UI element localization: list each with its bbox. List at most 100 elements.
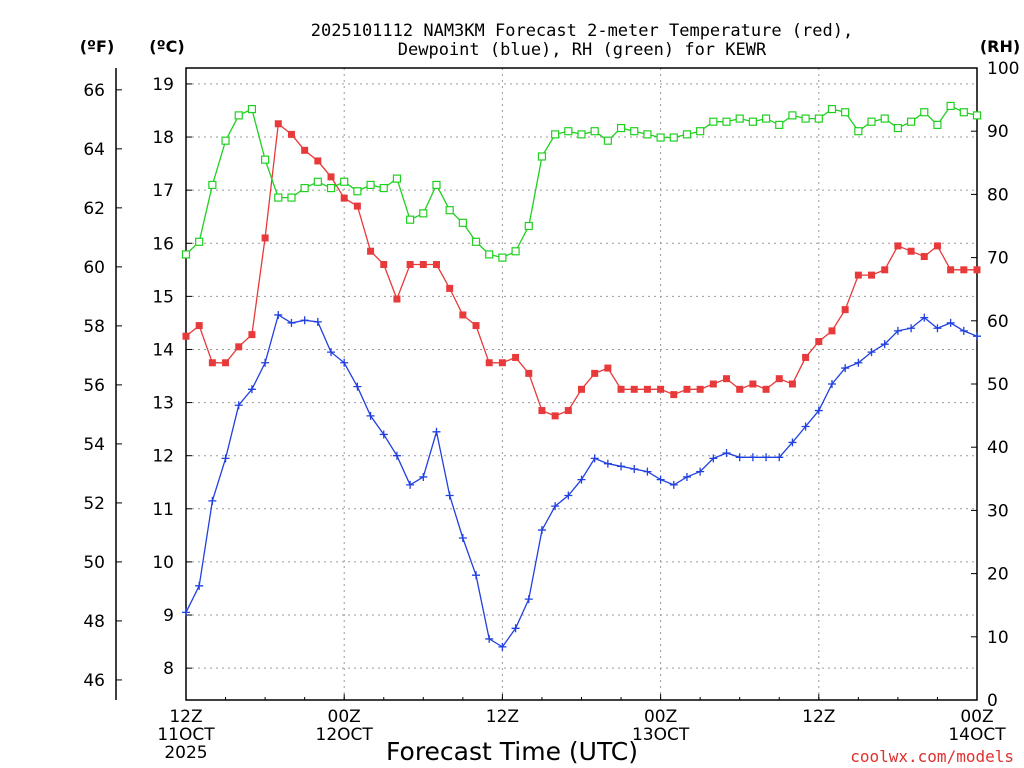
temperature-point: [235, 343, 243, 351]
rh-point: [353, 187, 362, 196]
temperature-point: [643, 385, 651, 393]
dewpoint-point: [300, 316, 309, 325]
rh-tick-label: 0: [987, 691, 998, 711]
temperature-point: [261, 234, 269, 242]
rh-point: [247, 104, 257, 114]
rh-point: [564, 127, 573, 136]
rh-point: [867, 117, 876, 126]
dewpoint-point: [709, 454, 718, 463]
dewpoint-point: [221, 454, 230, 463]
temperature-point: [195, 322, 203, 330]
fahrenheit-tick-label: 62: [83, 199, 105, 219]
rh-point: [458, 218, 467, 227]
rh-point: [933, 120, 942, 129]
celsius-tick-label: 19: [152, 75, 174, 95]
rh-tick-label: 20: [987, 565, 1009, 585]
dewpoint-point: [920, 313, 929, 322]
rh-point: [221, 136, 230, 145]
rh-point: [946, 101, 955, 111]
fahrenheit-unit-label: (ºF): [80, 37, 115, 56]
rh-point: [419, 209, 428, 218]
rh-point: [577, 130, 586, 139]
temperature-point: [512, 353, 520, 361]
temperature-point: [709, 380, 717, 388]
dewpoint-point: [696, 467, 705, 476]
x-axis-label: Forecast Time (UTC): [386, 737, 638, 766]
rh-point: [326, 183, 336, 193]
rh-point: [709, 117, 718, 126]
temperature-point: [327, 173, 335, 181]
x-tick-label: 12Z: [169, 707, 202, 727]
temperature-point: [723, 375, 731, 383]
temperature-point: [788, 380, 796, 388]
rh-point: [511, 247, 520, 256]
temperature-point: [578, 385, 585, 393]
temperature-point: [630, 385, 638, 393]
dewpoint-point: [735, 453, 744, 462]
dewpoint-point: [195, 581, 204, 590]
rh-point: [827, 104, 837, 114]
dewpoint-point: [814, 406, 823, 415]
x-tick-label: 11OCT: [157, 725, 215, 745]
rh-tick-label: 80: [987, 185, 1009, 205]
dewpoint-point: [208, 496, 217, 505]
temperature-point: [907, 247, 915, 255]
dewpoint-point: [485, 634, 494, 643]
temperature-point: [696, 385, 704, 393]
rh-point: [880, 114, 889, 123]
rh-point: [630, 127, 639, 136]
temperature-point: [854, 271, 862, 279]
rh-point: [313, 177, 322, 186]
temperature-point: [920, 253, 928, 261]
temperature-point: [591, 369, 599, 377]
x-tick-label: 2025: [164, 743, 207, 763]
rh-point: [801, 114, 810, 123]
temperature-point: [472, 322, 480, 330]
temperature-point: [393, 295, 401, 303]
temperature-point: [670, 391, 678, 399]
temperature-point: [432, 261, 440, 269]
rh-point: [972, 111, 982, 120]
rh-tick-label: 100: [987, 59, 1019, 79]
dewpoint-point: [762, 453, 771, 462]
dewpoint-point: [379, 430, 388, 439]
celsius-tick-label: 11: [152, 500, 174, 520]
rh-point: [524, 221, 533, 231]
rh-point: [406, 215, 415, 224]
rh-point: [300, 183, 309, 193]
temperature-point: [868, 271, 876, 279]
temperature-point: [828, 327, 836, 335]
credit-label: coolwx.com/models: [850, 747, 1014, 766]
temperature-point: [841, 306, 849, 314]
temperature-point: [657, 385, 665, 393]
dewpoint-point: [353, 382, 362, 391]
rh-point: [445, 206, 454, 215]
temperature-point: [419, 261, 427, 269]
dewpoint-point: [392, 451, 401, 460]
celsius-tick-label: 17: [152, 181, 174, 201]
rh-tick-label: 60: [987, 312, 1009, 332]
temperature-point: [617, 385, 625, 393]
dewpoint-point: [669, 480, 678, 489]
temperature-point: [551, 412, 559, 420]
temperature-point: [749, 380, 757, 388]
dewpoint-point: [603, 459, 612, 468]
rh-point: [432, 180, 441, 190]
temperature-point: [881, 266, 889, 274]
dewpoint-point: [722, 449, 731, 458]
rh-point: [208, 180, 217, 190]
rh-tick-label: 70: [987, 249, 1009, 269]
temperature-point: [353, 202, 361, 210]
dewpoint-point: [234, 401, 243, 410]
celsius-tick-label: 12: [152, 447, 174, 467]
dewpoint-point: [577, 475, 586, 484]
dewpoint-point: [432, 427, 441, 436]
temperature-point: [314, 157, 322, 165]
axis-ticks: 8 9 10 11 12 13 14 15 16 17 18 19 46 48 50 52 54 56 58 60 62…: [83, 59, 1019, 763]
dewpoint-point: [788, 438, 797, 447]
rh-point: [893, 123, 903, 133]
temperature-point: [947, 266, 955, 274]
dewpoint-point: [247, 385, 256, 394]
